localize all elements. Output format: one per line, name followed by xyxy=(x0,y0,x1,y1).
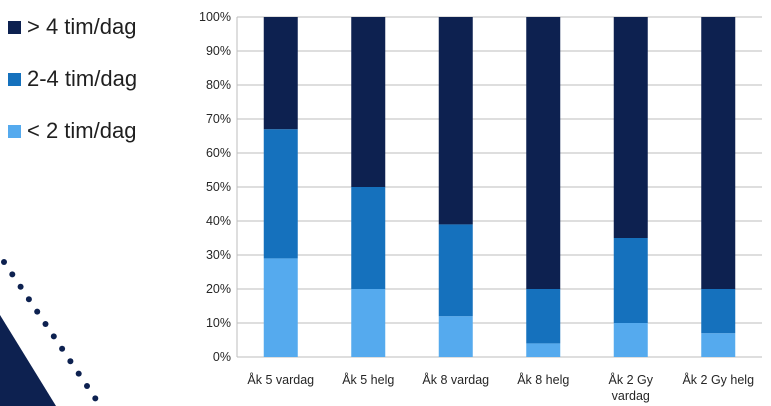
legend-item-over-4: > 4 tim/dag xyxy=(8,14,137,40)
legend-swatch-under-2 xyxy=(8,124,21,138)
y-axis-ticks: 0% 10% 20% 30% 40% 50% 60% 70% 80% 90% 100% xyxy=(199,10,231,364)
decorative-dot xyxy=(42,321,49,327)
legend-item-under-2: < 2 tim/dag xyxy=(8,118,137,144)
bar-segment xyxy=(526,289,561,344)
bar-segment xyxy=(701,17,736,289)
bar-segment xyxy=(438,316,473,357)
bar-segment xyxy=(613,323,648,357)
bar-segment xyxy=(526,17,561,289)
legend-label-2-4: 2-4 tim/dag xyxy=(27,66,138,91)
bar-segment xyxy=(526,343,561,357)
legend-label-over-4: > 4 tim/dag xyxy=(27,14,137,39)
y-tick-label: 90% xyxy=(206,44,231,58)
decorative-triangle xyxy=(0,315,56,406)
bar-segment xyxy=(613,238,648,323)
x-tick-label: Åk 8 vardag xyxy=(422,372,489,387)
decorative-dot xyxy=(92,395,99,402)
grid-lines xyxy=(236,16,762,358)
decorative-dots xyxy=(1,259,99,402)
bar-segment xyxy=(701,289,736,334)
y-tick-label: 80% xyxy=(206,78,231,92)
bar-segment xyxy=(263,17,298,130)
decorative-dot xyxy=(9,271,16,278)
x-axis-labels: Åk 5 vardag Åk 5 helg Åk 8 vardag Åk 8 helg… xyxy=(247,372,754,403)
y-tick-label: 30% xyxy=(206,248,231,262)
legend-label-under-2: < 2 tim/dag xyxy=(27,118,137,143)
y-tick-label: 100% xyxy=(199,10,231,24)
bar-segment xyxy=(438,224,473,317)
x-tick-label: Åk 2 Gy helg xyxy=(682,372,754,387)
bar-segment xyxy=(351,187,386,289)
bar-segment xyxy=(263,258,298,357)
legend-swatch-over-4 xyxy=(8,20,21,34)
y-tick-label: 10% xyxy=(206,316,231,330)
decorative-dot xyxy=(25,296,32,303)
decorative-dot xyxy=(50,333,57,340)
decorative-dot xyxy=(59,345,66,352)
decorative-dot xyxy=(34,308,41,315)
y-tick-label: 40% xyxy=(206,214,231,228)
y-tick-label: 60% xyxy=(206,146,231,160)
legend: > 4 tim/dag 2-4 tim/dag < 2 tim/dag xyxy=(8,14,137,170)
bar-segment xyxy=(613,17,648,238)
y-tick-label: 20% xyxy=(206,282,231,296)
bar-segment xyxy=(351,17,386,187)
decorative-dot xyxy=(75,370,82,377)
decorative-dot xyxy=(67,358,74,365)
y-tick-label: 50% xyxy=(206,180,231,194)
y-tick-label: 70% xyxy=(206,112,231,126)
x-tick-label: Åk 2 Gy xyxy=(609,372,654,387)
bar-segment xyxy=(263,129,298,259)
bars xyxy=(263,17,736,357)
decorative-dot xyxy=(17,283,24,290)
decorative-dot xyxy=(84,383,90,389)
bar-segment xyxy=(701,333,736,357)
x-tick-label: vardag xyxy=(612,389,650,403)
bar-segment xyxy=(438,17,473,225)
legend-swatch-2-4 xyxy=(8,72,21,86)
decorative-dot xyxy=(1,259,7,265)
x-tick-label: Åk 5 vardag xyxy=(247,372,314,387)
decorative-corner xyxy=(0,259,99,406)
legend-item-2-4: 2-4 tim/dag xyxy=(8,66,137,92)
x-tick-label: Åk 5 helg xyxy=(342,372,394,387)
y-tick-label: 0% xyxy=(213,350,231,364)
bar-segment xyxy=(351,289,386,357)
x-tick-label: Åk 8 helg xyxy=(517,372,569,387)
